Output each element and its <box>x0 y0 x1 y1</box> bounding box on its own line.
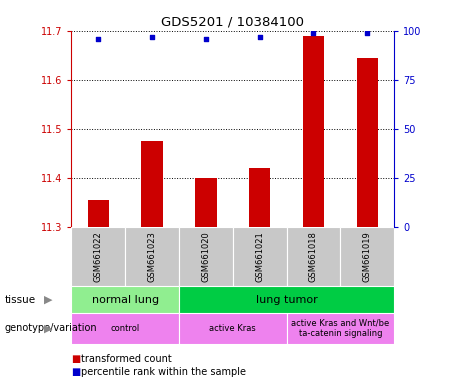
Bar <box>233 227 287 286</box>
Text: ▶: ▶ <box>44 295 53 305</box>
Text: transformed count: transformed count <box>81 354 171 364</box>
Bar <box>303 36 324 227</box>
Bar <box>125 227 179 286</box>
Bar <box>71 227 125 286</box>
Bar <box>142 141 163 227</box>
Title: GDS5201 / 10384100: GDS5201 / 10384100 <box>161 15 304 28</box>
Text: GSM661022: GSM661022 <box>94 231 103 282</box>
Text: GSM661023: GSM661023 <box>148 231 157 282</box>
Bar <box>179 227 233 286</box>
Text: GSM661020: GSM661020 <box>201 231 210 282</box>
Point <box>364 30 371 36</box>
Text: percentile rank within the sample: percentile rank within the sample <box>81 367 246 377</box>
Text: ■: ■ <box>71 354 81 364</box>
Point <box>148 33 156 40</box>
Text: lung tumor: lung tumor <box>256 295 318 305</box>
Text: tissue: tissue <box>5 295 36 305</box>
Text: GSM661018: GSM661018 <box>309 231 318 282</box>
Bar <box>287 227 340 286</box>
Bar <box>88 200 109 227</box>
Text: ■: ■ <box>71 367 81 377</box>
Bar <box>340 227 394 286</box>
Text: control: control <box>111 324 140 333</box>
Text: genotype/variation: genotype/variation <box>5 323 97 333</box>
Bar <box>179 286 394 313</box>
Point <box>310 30 317 36</box>
Bar <box>179 313 287 344</box>
Text: active Kras: active Kras <box>209 324 256 333</box>
Bar <box>71 313 179 344</box>
Point <box>202 35 210 41</box>
Text: normal lung: normal lung <box>92 295 159 305</box>
Text: GSM661019: GSM661019 <box>363 231 372 282</box>
Text: active Kras and Wnt/be
ta-catenin signaling: active Kras and Wnt/be ta-catenin signal… <box>291 319 390 338</box>
Text: ▶: ▶ <box>44 323 53 333</box>
Point <box>95 35 102 41</box>
Point <box>256 33 263 40</box>
Bar <box>71 286 179 313</box>
Text: GSM661021: GSM661021 <box>255 231 264 282</box>
Bar <box>356 58 378 227</box>
Bar <box>287 313 394 344</box>
Bar <box>249 168 271 227</box>
Bar <box>195 178 217 227</box>
